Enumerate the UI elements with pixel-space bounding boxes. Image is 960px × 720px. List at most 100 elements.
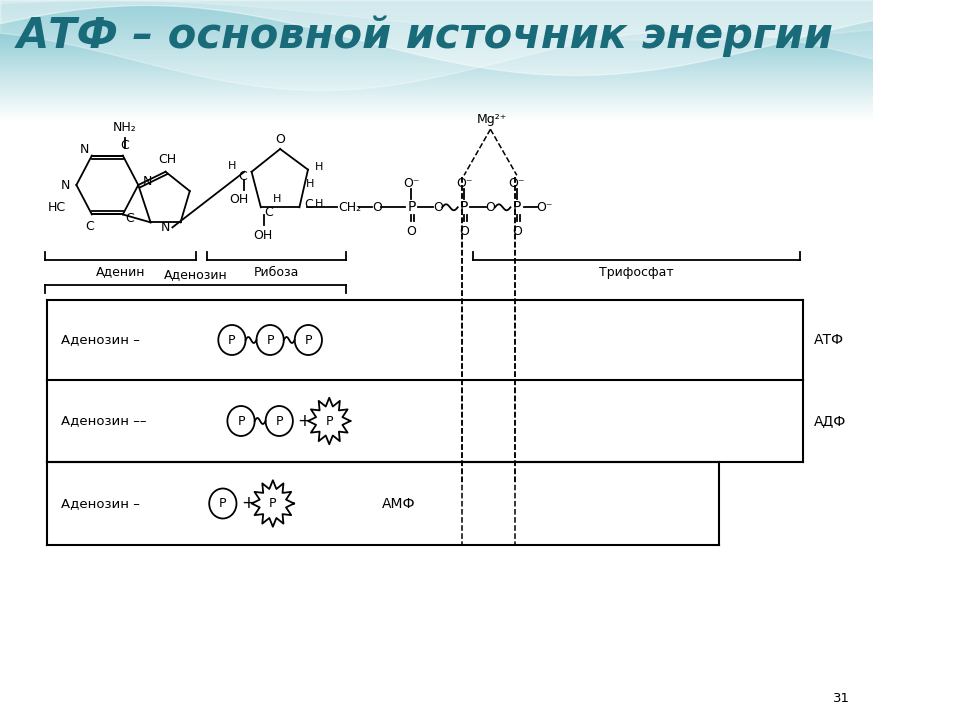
Bar (0, 73, 874, 74)
Bar (0, 47, 874, 48)
Text: H: H (273, 194, 281, 204)
Text: P: P (228, 333, 236, 346)
Text: N: N (80, 143, 89, 156)
Bar (0, 13, 874, 14)
Text: P: P (325, 415, 333, 428)
Bar (0, 60, 874, 61)
Bar (0, 11, 874, 12)
Bar (0, 72, 874, 73)
Bar (0, 96, 874, 97)
Bar (0, 48, 874, 49)
Bar (0, 34, 874, 35)
Bar (0, 83, 874, 84)
Bar (0, 18, 874, 19)
Bar (0, 31, 874, 32)
Bar (0, 69, 874, 70)
Bar (0, 14, 874, 15)
Bar (0, 50, 874, 51)
Bar (0, 68, 874, 69)
Text: H: H (305, 179, 314, 189)
Bar (0, 52, 874, 53)
Bar (0, 91, 874, 92)
Text: OH: OH (229, 193, 249, 207)
Text: H: H (228, 161, 236, 171)
Text: P: P (460, 200, 468, 215)
Bar (0, 62, 874, 63)
Text: O: O (459, 225, 469, 238)
Bar (0, 119, 874, 120)
Bar (0, 58, 874, 59)
Circle shape (266, 406, 293, 436)
Bar (0, 61, 874, 62)
Bar (0, 54, 874, 55)
Bar (0, 76, 874, 77)
Bar (0, 32, 874, 33)
Bar (0, 23, 874, 24)
Bar (0, 30, 874, 31)
Bar (0, 43, 874, 44)
Bar (0, 3, 874, 4)
Bar (0, 33, 874, 34)
Text: P: P (276, 415, 283, 428)
Bar (0, 92, 874, 93)
Text: N: N (60, 179, 70, 192)
Bar (0, 5, 874, 6)
Bar (0, 15, 874, 16)
Text: АТФ – основной источник энергии: АТФ – основной источник энергии (16, 15, 833, 57)
Bar (0, 42, 874, 43)
Text: +: + (298, 412, 311, 430)
Text: C: C (120, 139, 129, 152)
Bar (0, 81, 874, 82)
Text: NH₂: NH₂ (112, 121, 136, 134)
Bar (0, 22, 874, 23)
Bar (0, 46, 874, 47)
Bar (0, 56, 874, 57)
Bar (0, 66, 874, 67)
Bar (0, 6, 874, 7)
Bar (0, 29, 874, 30)
Text: CH: CH (158, 153, 177, 166)
Circle shape (256, 325, 284, 355)
Text: Аденозин –: Аденозин – (60, 497, 140, 510)
Bar (0, 82, 874, 83)
Bar (0, 88, 874, 89)
Bar (0, 36, 874, 37)
Text: O: O (276, 132, 285, 145)
Text: +: + (241, 495, 254, 513)
Bar (0, 107, 874, 108)
Bar (0, 21, 874, 22)
Polygon shape (308, 397, 350, 444)
Bar (0, 9, 874, 10)
Bar (0, 117, 874, 118)
Bar (0, 49, 874, 50)
Polygon shape (252, 480, 294, 527)
Bar (0, 70, 874, 71)
Text: Рибоза: Рибоза (253, 266, 300, 279)
Text: O⁻: O⁻ (509, 177, 525, 190)
Text: АТФ: АТФ (814, 333, 844, 347)
Bar (0, 10, 874, 11)
Bar (0, 93, 874, 94)
Bar (0, 101, 874, 102)
Bar (0, 109, 874, 110)
Bar (0, 67, 874, 68)
Bar (0, 19, 874, 20)
Bar (0, 44, 874, 45)
Bar (0, 59, 874, 60)
Text: OH: OH (253, 229, 273, 242)
Bar (0, 37, 874, 38)
Circle shape (209, 488, 236, 518)
Text: P: P (407, 200, 416, 215)
Bar (0, 1, 874, 2)
Text: N: N (160, 221, 170, 234)
Bar (0, 99, 874, 100)
Bar (0, 27, 874, 28)
Bar (0, 16, 874, 17)
Bar (0, 114, 874, 115)
Text: C: C (238, 171, 247, 184)
Bar (0, 41, 874, 42)
Bar (0, 75, 874, 76)
Circle shape (228, 406, 254, 436)
Bar (0, 55, 874, 56)
Bar (0, 57, 874, 58)
